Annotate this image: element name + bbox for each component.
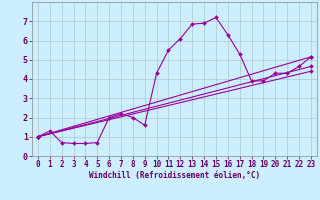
X-axis label: Windchill (Refroidissement éolien,°C): Windchill (Refroidissement éolien,°C)	[89, 171, 260, 180]
